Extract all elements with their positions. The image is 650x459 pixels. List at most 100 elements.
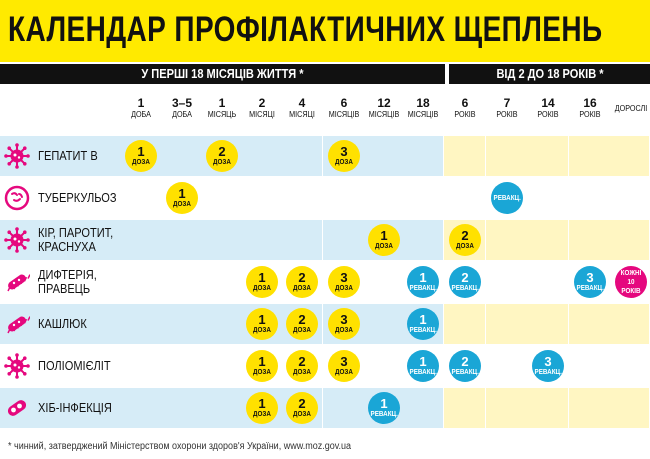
marker-number: 1 bbox=[178, 186, 186, 201]
vaccine-name-text: КІР, ПАРОТИТ, КРАСНУХА bbox=[38, 225, 114, 254]
schedule-cell bbox=[241, 178, 283, 218]
column-age-number: 7 bbox=[503, 96, 511, 110]
virus-icon bbox=[4, 143, 30, 169]
vaccine-row: КАШЛЮК bbox=[0, 304, 650, 344]
dose-marker: 2 ДОЗА bbox=[449, 224, 481, 256]
dose-marker: 2 ДОЗА bbox=[286, 350, 318, 382]
column-age-number: 3–5 bbox=[171, 96, 193, 110]
marker-number: 1 bbox=[258, 354, 266, 369]
vaccine-name: КІР, ПАРОТИТ, КРАСНУХА bbox=[38, 220, 146, 260]
vaccine-row: ТУБЕРКУЛЬОЗ bbox=[0, 178, 650, 218]
marker-number: 2 bbox=[218, 144, 226, 159]
schedule-cell bbox=[444, 136, 486, 176]
vaccine-name: ГЕПАТИТ В bbox=[38, 136, 108, 176]
revaccination-marker: 1 РЕВАКЦ. bbox=[368, 392, 400, 424]
schedule-cell bbox=[610, 304, 650, 344]
marker-label: КОЖНІ 10 РОКІВ bbox=[620, 269, 642, 295]
vaccine-label-cell bbox=[0, 178, 121, 218]
schedule-cell bbox=[120, 388, 162, 428]
column-age-number: 12 bbox=[377, 96, 391, 110]
dose-marker: 1 ДОЗА bbox=[125, 140, 157, 172]
marker-number: 3 bbox=[544, 354, 552, 369]
column-header: 7 РОКІВ bbox=[487, 96, 527, 120]
revaccination-marker: 1 РЕВАКЦ. bbox=[407, 350, 439, 382]
vaccine-name-text: ДИФТЕРІЯ, ПРАВЕЦЬ bbox=[38, 267, 97, 296]
schedule-cell bbox=[569, 346, 611, 386]
revaccination-marker: 2 РЕВАКЦ. bbox=[449, 266, 481, 298]
schedule-cell bbox=[444, 304, 486, 344]
marker-label: РЕВАКЦ. bbox=[493, 194, 521, 202]
schedule-cell bbox=[161, 220, 203, 260]
vaccine-name: ТУБЕРКУЛЬОЗ bbox=[38, 178, 130, 218]
schedule-cell bbox=[486, 220, 528, 260]
schedule-cell bbox=[161, 388, 203, 428]
revaccination-marker: РЕВАКЦ. bbox=[491, 182, 523, 214]
age-band-infant: У ПЕРШІ 18 МІСЯЦІВ ЖИТТЯ * bbox=[0, 64, 445, 84]
schedule-cell bbox=[527, 136, 569, 176]
column-header: 4 МІСЯЦІ bbox=[282, 96, 322, 120]
schedule-cell bbox=[402, 178, 444, 218]
schedule-cell bbox=[486, 304, 528, 344]
marker-label: ДОЗА bbox=[335, 369, 353, 376]
dose-marker: 2 ДОЗА bbox=[286, 266, 318, 298]
column-age-unit: ДОРОСЛІ bbox=[614, 104, 648, 113]
schedule-cell bbox=[120, 346, 162, 386]
column-age-unit: МІСЯЦІВ bbox=[407, 110, 439, 119]
schedule-cell bbox=[161, 304, 203, 344]
marker-number: 1 bbox=[419, 270, 427, 285]
schedule-cell bbox=[281, 178, 323, 218]
revaccination-marker: 1 РЕВАКЦ. bbox=[407, 266, 439, 298]
vaccine-row: ГЕПАТИТ В bbox=[0, 136, 650, 176]
vaccine-name: КАШЛЮК bbox=[38, 304, 95, 344]
vaccine-name: ДИФТЕРІЯ, ПРАВЕЦЬ bbox=[38, 262, 146, 302]
schedule-cell bbox=[201, 304, 243, 344]
column-header: 14 РОКІВ bbox=[528, 96, 568, 120]
schedule-cell bbox=[569, 136, 611, 176]
every-10-years-marker: КОЖНІ 10 РОКІВ bbox=[615, 266, 647, 298]
schedule-cell bbox=[527, 262, 569, 302]
dose-marker: 1 ДОЗА bbox=[166, 182, 198, 214]
dose-marker: 1 ДОЗА bbox=[368, 224, 400, 256]
column-header: 6 МІСЯЦІВ bbox=[324, 96, 364, 120]
schedule-cell bbox=[201, 262, 243, 302]
marker-label: ДОЗА bbox=[293, 327, 311, 334]
marker-number: 2 bbox=[461, 228, 469, 243]
vaccine-row: ДИФТЕРІЯ, ПРАВЕЦЬ bbox=[0, 262, 650, 302]
schedule-cell bbox=[120, 304, 162, 344]
dose-marker: 3 ДОЗА bbox=[328, 308, 360, 340]
column-header: ДОРОСЛІ bbox=[611, 104, 650, 114]
bacillus-icon bbox=[4, 269, 31, 295]
schedule-cell bbox=[486, 346, 528, 386]
virus-icon bbox=[4, 227, 30, 253]
schedule-cell bbox=[201, 346, 243, 386]
bacteria-icon bbox=[4, 185, 30, 211]
marker-number: 2 bbox=[298, 270, 306, 285]
column-header: 18 МІСЯЦІВ bbox=[403, 96, 443, 120]
age-band-children: ВІД 2 ДО 18 РОКІВ * bbox=[449, 64, 650, 84]
revaccination-marker: 3 РЕВАКЦ. bbox=[532, 350, 564, 382]
marker-label: ДОЗА bbox=[253, 369, 271, 376]
schedule-cell bbox=[610, 346, 650, 386]
marker-label: ДОЗА bbox=[253, 285, 271, 292]
schedule-cell bbox=[402, 136, 444, 176]
marker-number: 1 bbox=[258, 396, 266, 411]
dose-marker: 1 ДОЗА bbox=[246, 392, 278, 424]
column-age-unit: РОКІВ bbox=[496, 110, 518, 119]
marker-label: ДОЗА bbox=[253, 411, 271, 418]
column-age-number: 1 bbox=[137, 96, 145, 110]
schedule-cell bbox=[444, 178, 486, 218]
column-age-unit: МІСЯЦІВ bbox=[328, 110, 360, 119]
vaccine-name-text: ГЕПАТИТ В bbox=[38, 148, 98, 163]
marker-label: ДОЗА bbox=[335, 327, 353, 334]
column-age-unit: МІСЯЦІ bbox=[289, 110, 315, 119]
marker-label: ДОЗА bbox=[132, 159, 150, 166]
column-header: 2 МІСЯЦІ bbox=[242, 96, 282, 120]
column-age-unit: МІСЯЦІВ bbox=[368, 110, 400, 119]
marker-label: РЕВАКЦ. bbox=[451, 285, 479, 292]
schedule-cell bbox=[363, 304, 405, 344]
dose-marker: 2 ДОЗА bbox=[206, 140, 238, 172]
column-header: 12 МІСЯЦІВ bbox=[364, 96, 404, 120]
marker-label: РЕВАКЦ. bbox=[451, 369, 479, 376]
schedule-cell bbox=[610, 136, 650, 176]
schedule-cell bbox=[569, 220, 611, 260]
